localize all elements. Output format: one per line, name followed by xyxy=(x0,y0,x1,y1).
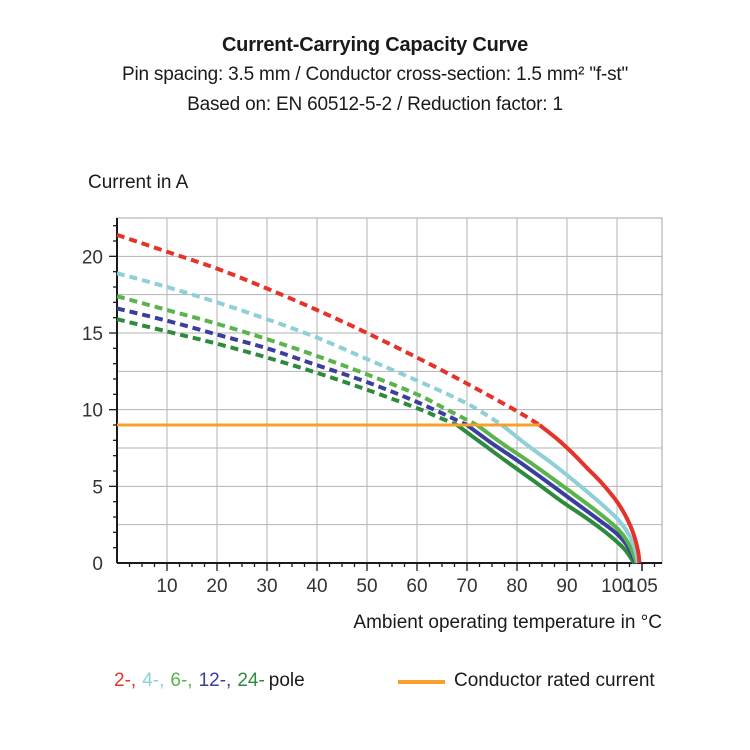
x-axis-title: Ambient operating temperature in °C xyxy=(353,612,662,633)
pole-legend-item-2-pole: 2-, xyxy=(114,670,137,691)
x-tick-label: 90 xyxy=(556,576,577,597)
rated-current-label: Conductor rated current xyxy=(454,670,655,691)
x-tick-label: 20 xyxy=(206,576,227,597)
x-tick-label: 40 xyxy=(306,576,327,597)
pole-legend-item-24-pole: 24- xyxy=(237,670,265,691)
pole-legend-suffix: pole xyxy=(268,670,305,691)
x-tick-label: 80 xyxy=(506,576,527,597)
series-6-pole-solid xyxy=(475,423,639,564)
pole-legend: 2-, 4-, 6-, 12-, 24- pole xyxy=(114,670,311,692)
x-tick-label: 105 xyxy=(626,576,658,597)
rated-current-legend: Conductor rated current xyxy=(398,670,655,692)
series-12-pole-solid xyxy=(465,423,638,564)
x-tick-label: 30 xyxy=(256,576,277,597)
series-24-pole-dashed xyxy=(116,317,458,427)
rated-current-line-swatch xyxy=(398,680,445,684)
y-axis-title: Current in A xyxy=(88,172,189,193)
y-tick-label: 5 xyxy=(92,477,103,498)
y-tick-label: 20 xyxy=(82,247,103,268)
x-tick-label: 50 xyxy=(356,576,377,597)
series-2-pole-solid xyxy=(538,423,642,564)
series-4-pole-solid xyxy=(500,423,640,564)
series-24-pole-solid xyxy=(455,423,636,565)
pole-legend-item-12-pole: 12-, xyxy=(198,670,232,691)
y-tick-label: 0 xyxy=(92,554,103,575)
y-tick-label: 15 xyxy=(82,324,103,345)
x-tick-label: 10 xyxy=(156,576,177,597)
x-tick-label: 70 xyxy=(456,576,477,597)
plot-border xyxy=(116,217,663,564)
chart-subtitle-basis: Based on: EN 60512-5-2 / Reduction facto… xyxy=(187,94,563,115)
series-6-pole-dashed xyxy=(116,294,478,427)
y-tick-label: 10 xyxy=(82,401,103,422)
pole-legend-item-6-pole: 6-, xyxy=(170,670,193,691)
chart-subtitle-spec: Pin spacing: 3.5 mm / Conductor cross-se… xyxy=(121,64,628,85)
series-4-pole-dashed xyxy=(116,271,504,427)
pole-legend-item-4-pole: 4-, xyxy=(142,670,165,691)
series-2-pole-dashed xyxy=(116,232,541,427)
chart-title: Current-Carrying Capacity Curve xyxy=(221,34,529,56)
x-tick-label: 100 xyxy=(601,576,633,597)
series-12-pole-dashed xyxy=(116,306,468,427)
x-tick-label: 60 xyxy=(406,576,427,597)
